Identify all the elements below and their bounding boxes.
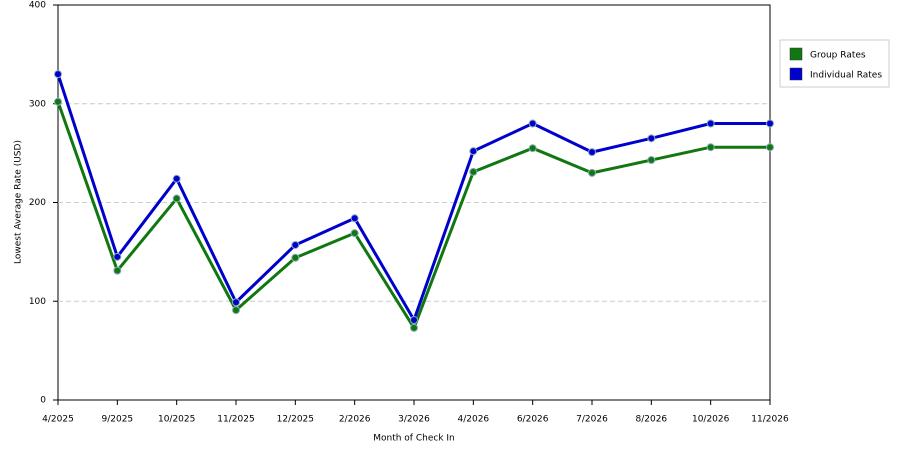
x-tick-label: 3/2026: [398, 415, 430, 425]
legend-swatch: [789, 47, 803, 61]
legend-label: Group Rates: [810, 51, 866, 61]
x-tick-label: 4/2026: [457, 415, 489, 425]
data-point: [647, 156, 656, 165]
x-tick-label: 6/2026: [517, 415, 549, 425]
y-tick-label: 0: [40, 396, 46, 406]
data-point: [291, 253, 300, 262]
data-point: [528, 144, 537, 153]
x-axis-title: Month of Check In: [373, 434, 455, 444]
x-tick-label: 10/2026: [692, 415, 730, 425]
x-tick-label: 8/2026: [635, 415, 667, 425]
data-point: [647, 134, 656, 143]
x-tick-label: 12/2025: [277, 415, 314, 425]
data-point: [291, 240, 300, 249]
data-point: [766, 119, 774, 128]
data-point: [766, 143, 774, 152]
data-point: [469, 167, 478, 176]
x-tick-label: 10/2025: [158, 415, 195, 425]
data-point: [410, 316, 418, 325]
y-tick-label: 300: [29, 99, 46, 109]
data-point: [113, 252, 122, 261]
legend-label: Individual Rates: [810, 71, 882, 81]
data-point: [172, 194, 181, 203]
y-axis-title: Lowest Average Rate (USD): [14, 140, 24, 264]
data-point: [588, 168, 596, 177]
data-point: [54, 97, 62, 106]
x-tick-label: 11/2026: [751, 415, 789, 425]
data-point: [469, 147, 478, 156]
data-point: [350, 214, 359, 223]
data-point: [410, 323, 418, 332]
data-point: [54, 70, 62, 79]
data-point: [350, 229, 359, 238]
legend-swatch: [789, 67, 803, 81]
x-tick-label: 9/2025: [101, 415, 133, 425]
series-line: [56, 73, 770, 322]
data-point: [232, 306, 240, 315]
x-tick-label: 7/2026: [576, 415, 608, 425]
data-point: [588, 148, 596, 157]
y-tick-label: 200: [29, 198, 46, 208]
x-tick-label: 4/2025: [42, 415, 74, 425]
data-point: [232, 298, 240, 307]
data-point: [706, 143, 715, 152]
y-tick-label: 400: [29, 1, 46, 11]
y-tick-label: 100: [29, 297, 46, 307]
x-tick-label: 11/2025: [217, 415, 254, 425]
x-tick-label: 2/2026: [339, 415, 371, 425]
data-point: [706, 119, 715, 128]
data-point: [172, 174, 181, 183]
data-point: [113, 266, 122, 275]
data-point: [528, 119, 537, 128]
